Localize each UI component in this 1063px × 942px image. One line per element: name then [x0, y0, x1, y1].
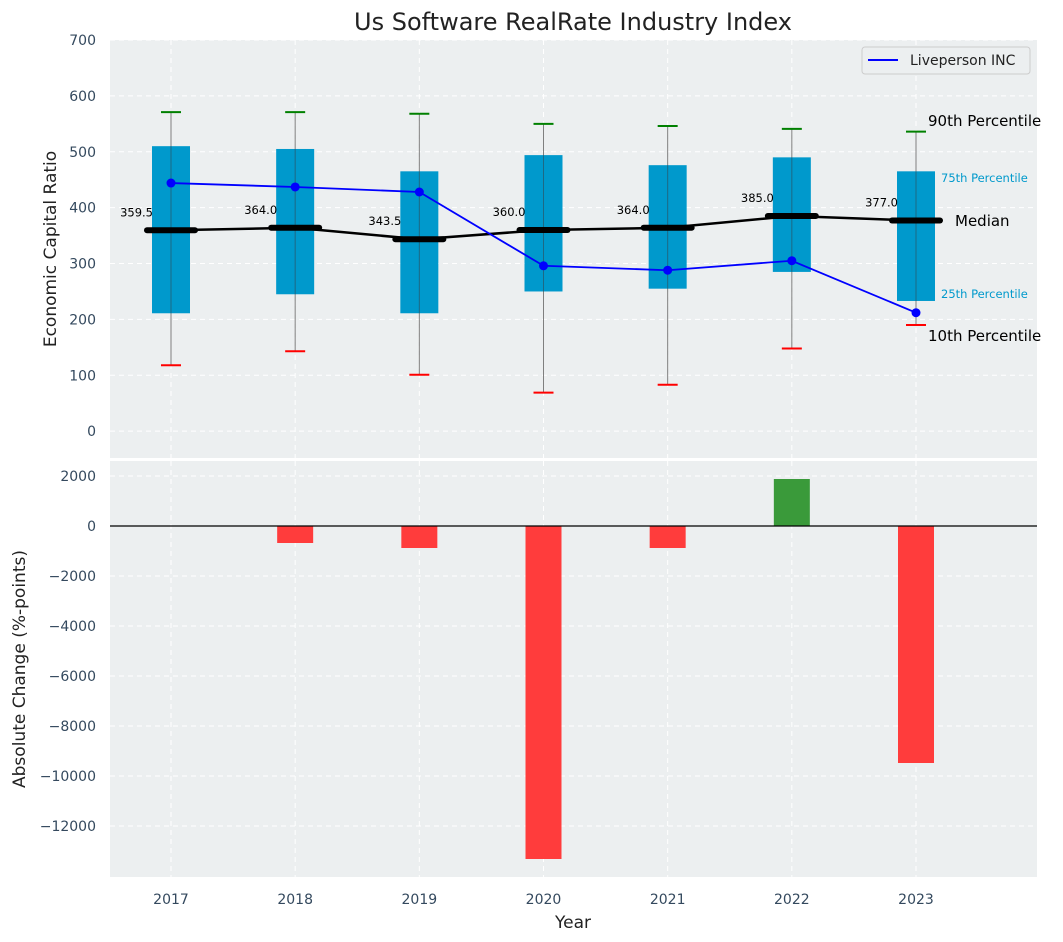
top-y-ticks: 0 100 200 300 400 500 600 700 — [69, 33, 96, 440]
x-tick-label: 2020 — [526, 892, 562, 908]
annotation-75th: 75th Percentile — [941, 171, 1028, 185]
bottom-y-tick-label: 2000 — [60, 469, 96, 485]
bottom-marks — [110, 479, 1037, 859]
top-y-tick-label: 500 — [69, 145, 96, 161]
median-value-label: 360.0 — [493, 205, 526, 219]
x-tick-label: 2022 — [774, 892, 810, 908]
annotation-25th: 25th Percentile — [941, 287, 1028, 301]
bottom-y-tick-label: −4000 — [49, 619, 96, 635]
legend-label: Liveperson INC — [910, 53, 1016, 69]
change-bar — [898, 526, 934, 763]
legend-box — [861, 46, 1031, 75]
liveperson-point — [166, 178, 176, 188]
x-tick-label: 2021 — [650, 892, 686, 908]
liveperson-point — [663, 265, 673, 275]
liveperson-point — [911, 308, 921, 318]
liveperson-point — [414, 187, 424, 197]
change-bar — [773, 479, 810, 526]
legend: Liveperson INC — [861, 46, 1031, 75]
top-y-tick-label: 700 — [69, 33, 96, 49]
bottom-y-ticks: 2000 0 −2000 −4000 −6000 −8000 −10000 −12000 — [40, 469, 96, 835]
bottom-panel: 2000 0 −2000 −4000 −6000 −8000 −10000 −12000 Ab… — [10, 461, 1037, 933]
median-value-label: 364.0 — [617, 203, 650, 217]
liveperson-point — [787, 256, 797, 266]
x-axis-label: Year — [554, 913, 591, 933]
change-bar — [649, 526, 686, 548]
x-tick-label: 2023 — [898, 892, 934, 908]
annotations: 90th Percentile 75th Percentile Median 2… — [928, 112, 1041, 345]
change-bar — [525, 526, 562, 859]
x-tick-label: 2019 — [402, 892, 438, 908]
top-marks: 359.5 364.0 343.5 360.0 364.0 385.0 377.0 — [120, 111, 943, 394]
top-y-axis-label: Economic Capital Ratio — [41, 151, 61, 347]
top-y-tick-label: 600 — [69, 89, 96, 105]
x-tick-label: 2017 — [153, 892, 189, 908]
bottom-y-tick-label: −12000 — [40, 819, 96, 835]
bottom-y-tick-label: 0 — [87, 519, 96, 535]
annotation-median: Median — [955, 212, 1010, 230]
bottom-y-tick-label: −6000 — [49, 669, 96, 685]
median-value-label: 359.5 — [120, 205, 153, 219]
bottom-y-tick-label: −8000 — [49, 719, 96, 735]
bottom-y-tick-label: −10000 — [40, 769, 96, 785]
top-y-tick-label: 100 — [69, 368, 96, 384]
chart-title: Us Software RealRate Industry Index — [354, 8, 792, 36]
median-value-label: 343.5 — [368, 214, 401, 228]
bottom-plot-background — [110, 461, 1037, 877]
bottom-y-axis-label: Absolute Change (%-points) — [10, 550, 30, 788]
top-plot-background — [110, 40, 1037, 458]
annotation-10th: 10th Percentile — [928, 327, 1041, 345]
top-y-tick-label: 0 — [87, 424, 96, 440]
liveperson-point — [539, 261, 548, 271]
change-bar — [401, 526, 438, 548]
change-bar — [277, 526, 314, 543]
liveperson-point — [290, 182, 300, 192]
x-ticks: 2017 2018 2019 2020 2021 2022 2023 — [153, 892, 934, 908]
annotation-90th: 90th Percentile — [928, 112, 1041, 130]
median-value-label: 364.0 — [244, 203, 277, 217]
top-panel: 0 100 200 300 400 500 600 700 Economic Capital … — [41, 33, 1041, 458]
x-tick-label: 2018 — [277, 892, 313, 908]
top-y-tick-label: 200 — [69, 312, 96, 328]
median-value-label: 385.0 — [741, 191, 774, 205]
median-value-label: 377.0 — [865, 196, 898, 210]
top-y-tick-label: 400 — [69, 201, 96, 217]
top-y-tick-label: 300 — [69, 257, 96, 273]
bottom-y-tick-label: −2000 — [49, 569, 96, 585]
